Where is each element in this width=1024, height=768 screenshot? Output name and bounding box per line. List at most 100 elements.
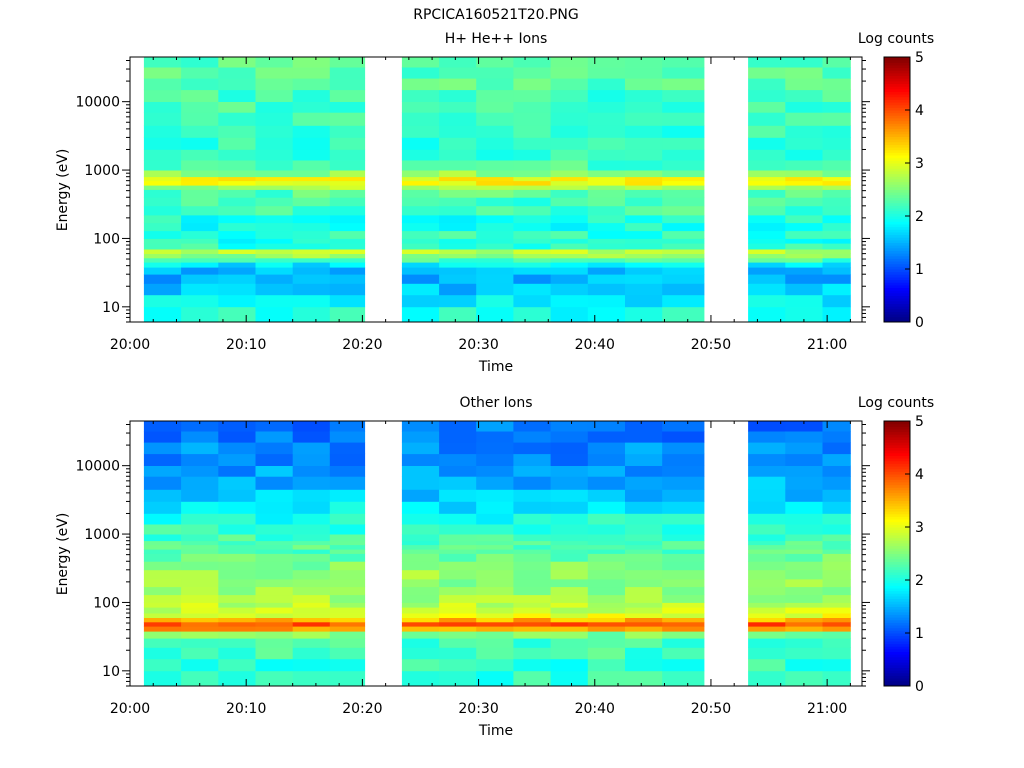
heatmap-cell <box>662 253 705 259</box>
heatmap-cell <box>662 476 705 490</box>
heatmap-cell <box>587 180 626 186</box>
heatmap-cell <box>255 205 294 216</box>
heatmap-cell <box>143 442 182 455</box>
heatmap-cell <box>625 431 663 443</box>
heatmap-cell <box>822 594 851 603</box>
heatmap-cell <box>785 189 823 198</box>
heatmap-cell <box>329 149 366 161</box>
heatmap-cell <box>329 544 366 550</box>
heatmap-cell <box>550 631 589 639</box>
colorbar-segment <box>884 611 910 615</box>
heatmap-cell <box>292 180 331 186</box>
heatmap-cell <box>748 160 786 171</box>
heatmap-cell <box>218 257 256 263</box>
heatmap-cell <box>513 579 551 588</box>
heatmap-cell <box>550 89 589 102</box>
heatmap-cell <box>785 501 823 514</box>
heatmap-cell <box>218 267 256 275</box>
heatmap-cell <box>822 257 851 263</box>
heatmap-cell <box>329 249 366 254</box>
heatmap-cell <box>822 421 851 432</box>
x-tick-label: 20:00 <box>110 337 150 353</box>
heatmap-cell <box>255 607 294 614</box>
colorbar-segment <box>884 292 910 296</box>
heatmap-cell <box>785 257 823 263</box>
heatmap-cell <box>748 101 786 113</box>
colorbar-segment <box>884 667 910 671</box>
heatmap-cell <box>181 112 219 126</box>
heatmap-cell <box>587 442 626 455</box>
heatmap-cell <box>218 137 256 150</box>
colorbar-segment <box>884 436 910 441</box>
heatmap-cell <box>662 621 705 627</box>
colorbar-segment <box>884 155 910 159</box>
x-tick-label: 20:30 <box>458 701 498 717</box>
heatmap-cell <box>181 569 219 580</box>
colorbar-segment <box>884 192 910 196</box>
heatmap-cell <box>329 274 366 284</box>
heatmap-cell <box>587 594 626 603</box>
heatmap-cell <box>662 561 705 571</box>
heatmap-cell <box>662 670 705 687</box>
heatmap-cell <box>401 243 440 250</box>
heatmap-cell <box>748 283 786 296</box>
heatmap-cell <box>218 421 256 432</box>
heatmap-cell <box>255 431 294 443</box>
heatmap-cell <box>662 180 705 186</box>
heatmap-cell <box>785 586 823 596</box>
heatmap-cell <box>218 489 256 502</box>
heatmap-cell <box>292 670 331 687</box>
colorbar-segment <box>884 659 910 663</box>
colorbar-segment <box>884 144 910 148</box>
heatmap-cell <box>550 180 589 186</box>
heatmap-cell <box>662 257 705 263</box>
colorbar-segment <box>884 176 910 180</box>
heatmap-cell <box>625 306 663 323</box>
file-title: RPCICA160521T20.PNG <box>413 7 578 23</box>
colorbar-segment <box>884 205 910 209</box>
heatmap-cell <box>401 549 440 554</box>
heatmap-cell <box>662 631 705 639</box>
heatmap-cell <box>255 579 294 588</box>
y-tick-label: 10 <box>102 300 120 316</box>
heatmap-cell <box>143 476 182 490</box>
x-tick-label: 20:20 <box>342 337 382 353</box>
colorbar-segment <box>884 529 910 533</box>
heatmap-cell <box>401 274 440 284</box>
y-axis-label: Energy (eV) <box>55 149 71 232</box>
colorbar-segment <box>884 561 910 565</box>
heatmap-cell <box>292 78 331 91</box>
heatmap-cell <box>329 534 366 542</box>
heatmap-cell <box>329 222 366 232</box>
heatmap-cell <box>401 553 440 562</box>
heatmap-cell <box>587 602 626 608</box>
heatmap-cell <box>822 67 851 79</box>
heatmap-cell <box>550 524 589 535</box>
heatmap-cell <box>476 617 514 623</box>
colorbar-segment <box>884 57 910 61</box>
colorbar-segment <box>884 314 910 318</box>
colorbar-segment <box>884 269 910 273</box>
heatmap-cell <box>625 626 663 632</box>
heatmap-cell <box>662 149 705 161</box>
colorbar-segment <box>884 550 910 554</box>
heatmap-cell <box>292 431 331 443</box>
colorbar-segment <box>884 617 910 621</box>
colorbar-segment <box>884 160 910 164</box>
heatmap-cell <box>181 243 219 250</box>
heatmap-cell <box>181 607 219 614</box>
heatmap-cell <box>181 442 219 455</box>
heatmap-cell <box>292 189 331 198</box>
heatmap-cell <box>255 613 294 618</box>
heatmap-cell <box>625 621 663 627</box>
heatmap-cell <box>143 549 182 554</box>
heatmap-cell <box>292 215 331 224</box>
heatmap-cell <box>329 607 366 614</box>
heatmap-cell <box>748 602 786 608</box>
colorbar-segment <box>884 274 910 278</box>
heatmap-cell <box>662 540 705 546</box>
heatmap-cell <box>143 294 182 308</box>
colorbar-segment <box>884 630 910 634</box>
heatmap-cell <box>550 442 589 455</box>
